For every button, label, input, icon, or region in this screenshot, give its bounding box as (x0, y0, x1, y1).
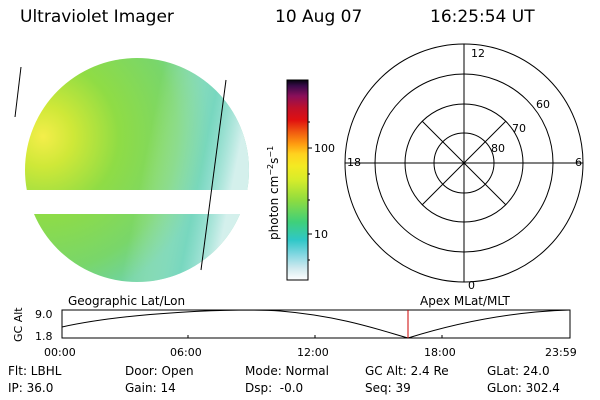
status-dsp: Dsp: -0.0 (245, 381, 304, 395)
status-door: Door: Open (125, 364, 194, 378)
image-tick-line (14, 66, 22, 118)
status-seq: Seq: 39 (365, 381, 411, 395)
status-glat: GLat: 24.0 (487, 364, 550, 378)
orbit-x-tick-0000: 00:00 (44, 346, 76, 359)
instrument-title: Ultraviolet Imager (20, 7, 174, 27)
orbit-x-tick-2359: 23:59 (545, 346, 577, 359)
lat-label-60: 60 (536, 98, 550, 111)
status-ip: IP: 36.0 (8, 381, 54, 395)
colorbar-tick-10: 10 (314, 228, 328, 241)
orbit-right-title: Apex MLat/MLT (420, 294, 510, 308)
mlt-label-18: 18 (347, 156, 361, 169)
lat-label-80: 80 (491, 142, 505, 155)
mlt-label-12: 12 (471, 47, 485, 60)
orbit-y-label: GC Alt (12, 307, 25, 342)
observation-time: 16:25:54 UT (430, 7, 535, 27)
orbit-x-tick-1200: 12:00 (297, 346, 329, 359)
status-gc-alt: GC Alt: 2.4 Re (365, 364, 449, 378)
colorbar-label: photon cm−2s−1 (266, 146, 281, 240)
orbit-y-tick-1-8: 1.8 (35, 330, 53, 343)
status-gain: Gain: 14 (125, 381, 176, 395)
observation-date: 10 Aug 07 (275, 7, 363, 27)
orbit-left-title: Geographic Lat/Lon (68, 294, 186, 308)
lat-label-70: 70 (512, 122, 526, 135)
orbit-y-tick-9: 9.0 (35, 308, 53, 321)
status-glon: GLon: 302.4 (487, 381, 560, 395)
terminator-line (200, 79, 227, 271)
orbit-x-tick-1800: 18:00 (424, 346, 456, 359)
status-filter: Flt: LBHL (8, 364, 62, 378)
mlt-label-0: 0 (468, 279, 475, 292)
orbit-x-tick-0600: 06:00 (170, 346, 202, 359)
mlt-label-6: 6 (575, 156, 582, 169)
colorbar-tick-100: 100 (314, 142, 335, 155)
status-mode: Mode: Normal (245, 364, 329, 378)
